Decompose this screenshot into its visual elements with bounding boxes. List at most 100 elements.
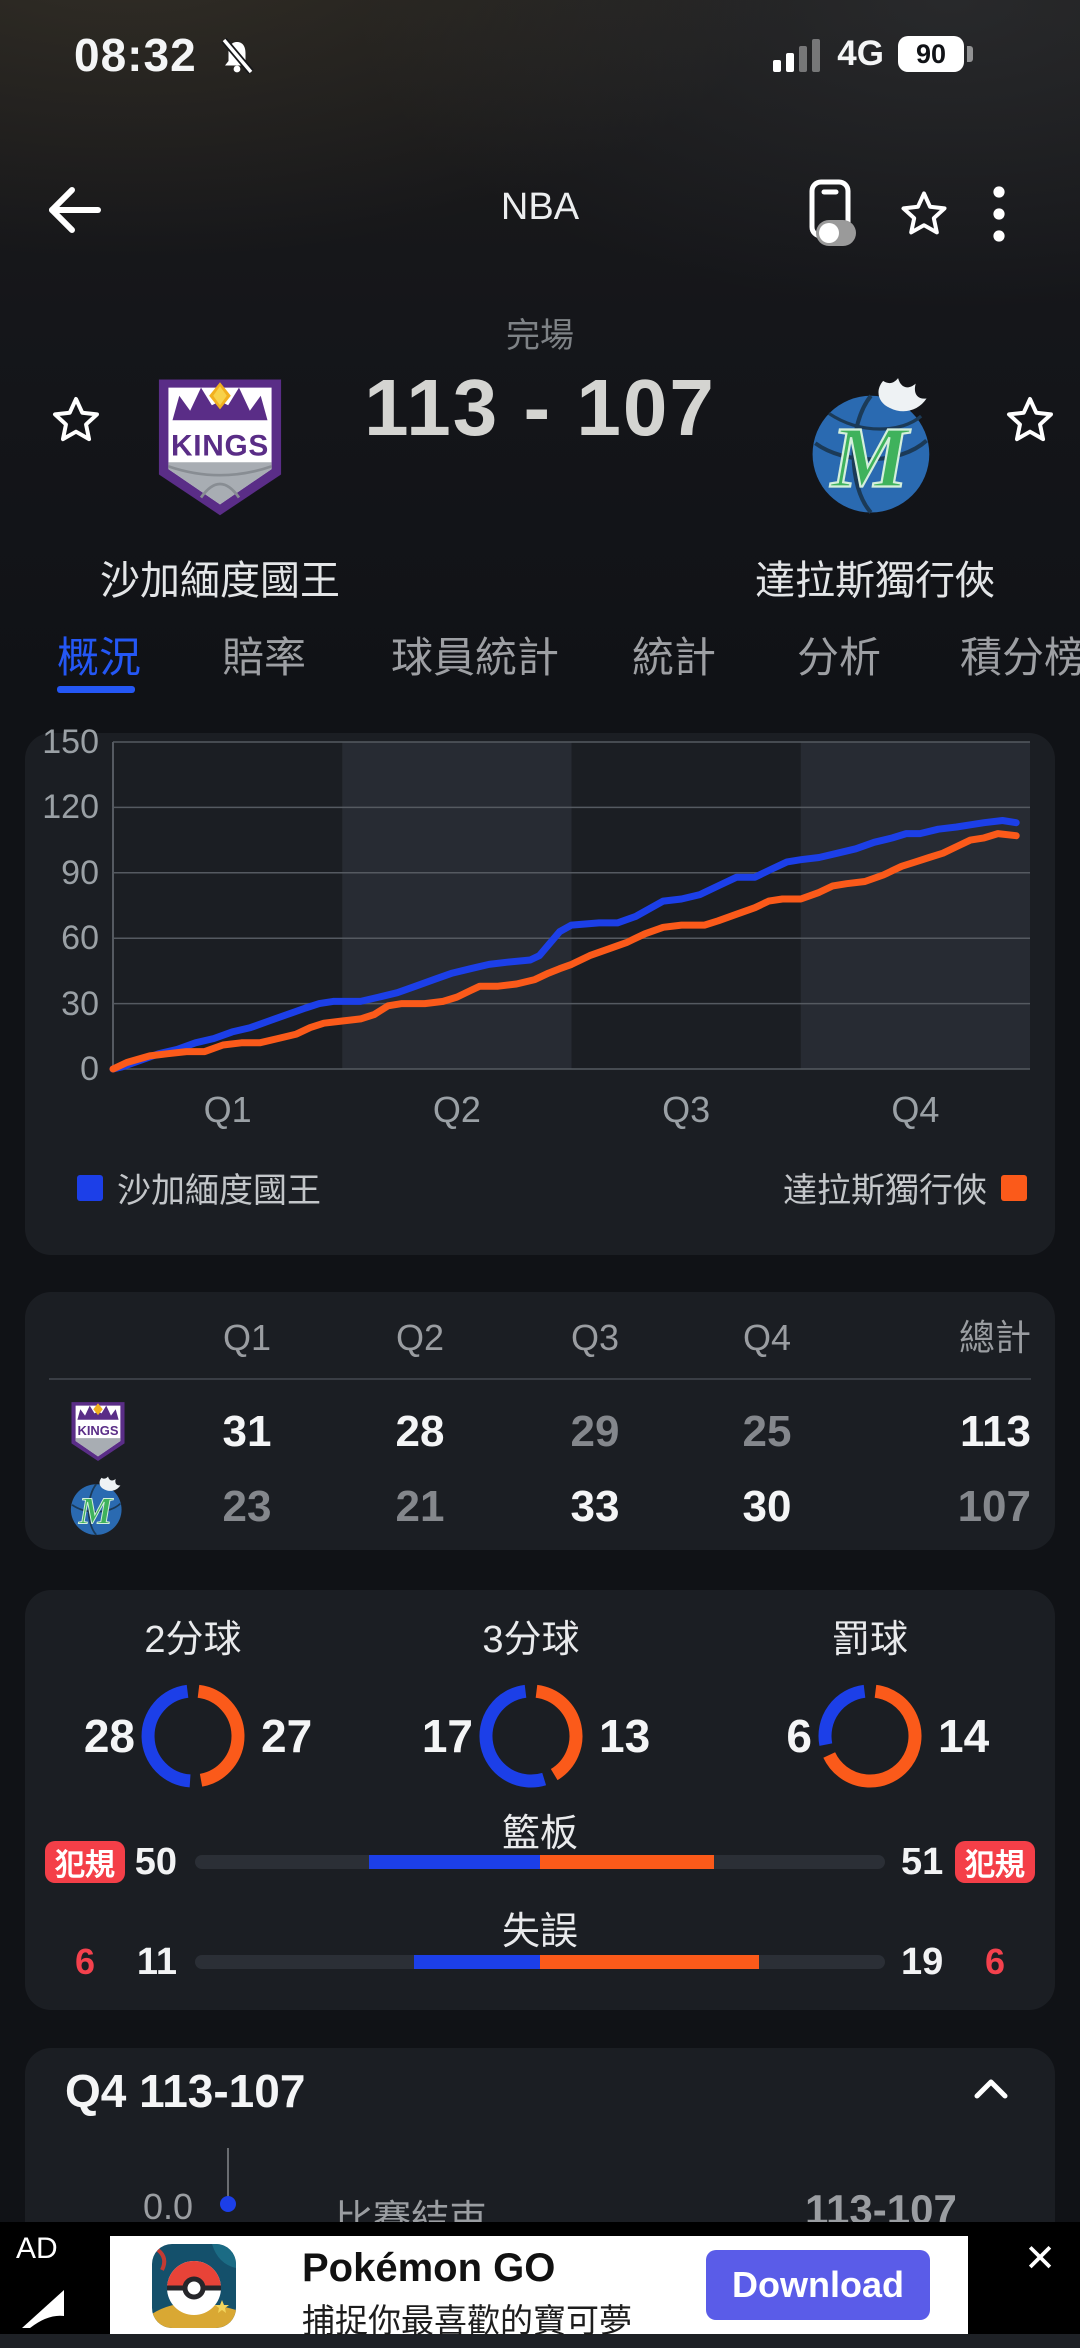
away-rebounds: 51 xyxy=(901,1841,944,1883)
stat-3pt-away: 13 xyxy=(599,1710,651,1762)
col-q4: Q4 xyxy=(742,1317,792,1358)
y-tick-90: 90 xyxy=(61,853,99,892)
final-score: 113 - 107 xyxy=(364,363,716,452)
svg-text:KINGS: KINGS xyxy=(171,430,269,463)
mute-bell-icon xyxy=(221,37,255,75)
away-team-name: 達拉斯獨行俠 xyxy=(755,559,995,603)
rebounds-label: 籃板 xyxy=(501,1813,578,1855)
legend-away: 達拉斯獨行俠 xyxy=(783,1163,1027,1212)
score-trend-card: 150 120 90 60 30 0 Q1 Q2 Q3 Q4 沙加緬度國王 達拉斯獨行俠 xyxy=(25,723,1055,1255)
tab-odds[interactable]: 賠率 xyxy=(222,634,307,681)
legend-home: 沙加緬度國王 xyxy=(77,1163,321,1212)
ad-bottom-strip xyxy=(0,2334,1080,2348)
home-q4: 25 xyxy=(742,1407,792,1456)
adchoices-icon[interactable] xyxy=(18,2288,76,2330)
away-total: 107 xyxy=(957,1482,1031,1531)
home-favorite-star-icon[interactable] xyxy=(48,392,104,448)
favorite-star-icon[interactable] xyxy=(896,186,952,242)
home-team-name: 沙加緬度國王 xyxy=(100,559,340,603)
live-activity-phone-icon[interactable] xyxy=(804,176,856,252)
col-q1: Q1 xyxy=(222,1317,272,1358)
y-tick-120: 120 xyxy=(42,788,99,827)
download-button[interactable]: Download xyxy=(706,2250,930,2320)
score-trend-chart xyxy=(109,741,1030,1073)
stat-2pt-away: 27 xyxy=(261,1710,313,1762)
status-bar-time: 08:32 xyxy=(74,28,256,82)
stat-ft-home: 6 xyxy=(786,1710,812,1762)
stat-ft-away: 14 xyxy=(938,1710,990,1762)
rebounds-away-segment xyxy=(540,1855,715,1869)
away-favorite-star-icon[interactable] xyxy=(1002,392,1058,448)
tab-player-stats[interactable]: 球員統計 xyxy=(391,634,560,681)
away-legend-label: 達拉斯獨行俠 xyxy=(783,1172,987,1210)
ad-tagline: 捕捉你最喜歡的寶可夢 xyxy=(302,2302,632,2339)
home-fouls-count: 6 xyxy=(74,1941,96,1982)
stat-3pt-label: 3分球 xyxy=(482,1619,580,1661)
away-team-logo: M xyxy=(812,378,930,514)
home-rebounds: 50 xyxy=(134,1841,177,1883)
quarter-scores-card: Q1 Q2 Q3 Q4 總計 KINGS 31 28 29 25 113 M 2… xyxy=(25,1292,1055,1550)
home-team-row-logo: KINGS xyxy=(71,1402,125,1462)
stat-ft-donut xyxy=(818,1684,922,1788)
svg-text:KINGS: KINGS xyxy=(77,1423,118,1438)
ad-content-panel[interactable]: Pokémon GO 捕捉你最喜歡的寶可夢 Download xyxy=(110,2236,968,2339)
back-icon[interactable] xyxy=(42,182,106,238)
network-type: 4G xyxy=(837,34,884,73)
x-tick-Q1: Q1 xyxy=(203,1089,252,1130)
more-menu-icon[interactable] xyxy=(992,185,1006,243)
away-q1: 23 xyxy=(222,1482,272,1531)
active-tab-indicator xyxy=(57,686,135,693)
y-tick-30: 30 xyxy=(61,984,99,1023)
home-total: 113 xyxy=(960,1407,1031,1456)
rebounds-bar xyxy=(195,1855,885,1869)
pokemon-go-app-icon[interactable] xyxy=(152,2244,236,2328)
ad-close-icon[interactable]: ✕ xyxy=(1024,2237,1056,2280)
tab-bar: 概況 賠率 球員統計 統計 分析 積分榜 xyxy=(0,612,1080,700)
battery-percent: 90 xyxy=(915,38,947,69)
x-tick-Q2: Q2 xyxy=(432,1089,481,1130)
table-divider xyxy=(49,1378,1031,1380)
tab-stats[interactable]: 統計 xyxy=(632,634,717,681)
x-tick-Q3: Q3 xyxy=(662,1089,711,1130)
nav-bar: NBA xyxy=(0,168,1080,260)
stat-2pt-home: 28 xyxy=(83,1710,135,1762)
stat-2pt-donut xyxy=(141,1684,245,1788)
battery-icon: 90 xyxy=(898,36,973,72)
home-q1: 31 xyxy=(222,1407,272,1456)
match-status: 完場 xyxy=(506,317,574,355)
away-team-row-logo: M xyxy=(70,1476,122,1536)
turnovers-away-segment xyxy=(540,1955,759,1969)
away-fouls-badge: 犯規 xyxy=(955,1841,1035,1883)
svg-text:M: M xyxy=(829,410,911,506)
away-fouls-count: 6 xyxy=(984,1941,1006,1982)
ad-app-name: Pokémon GO xyxy=(302,2246,556,2290)
event-time: 0.0 xyxy=(143,2186,194,2227)
y-tick-0: 0 xyxy=(80,1050,99,1088)
collapse-chevron-icon[interactable] xyxy=(967,2070,1015,2110)
away-q3: 33 xyxy=(570,1482,620,1531)
stat-3pt-home: 17 xyxy=(421,1710,473,1762)
status-bar-right: 4G 90 xyxy=(771,34,973,74)
ad-banner: AD Pokémon GO 捕捉你最喜歡的寶可夢 Download ✕ xyxy=(0,2222,1080,2348)
team-stats-card: 2分球 3分球 罰球 28 27 17 13 6 14 籃板 犯規 50 51 … xyxy=(25,1590,1055,2010)
svg-text:M: M xyxy=(78,1491,114,1533)
away-q2: 21 xyxy=(395,1482,445,1531)
tab-analysis[interactable]: 分析 xyxy=(797,634,882,681)
home-q3: 29 xyxy=(570,1407,620,1456)
rebounds-home-segment xyxy=(369,1855,540,1869)
timeline-line xyxy=(227,2148,229,2200)
y-tick-60: 60 xyxy=(61,919,99,958)
home-team-logo: KINGS xyxy=(158,379,282,516)
page-title: NBA xyxy=(500,186,580,228)
tab-standings[interactable]: 積分榜 xyxy=(960,634,1080,681)
match-header: 08:32 4G 90 xyxy=(0,0,1080,700)
col-q2: Q2 xyxy=(395,1317,445,1358)
away-turnovers: 19 xyxy=(901,1941,944,1983)
away-legend-swatch xyxy=(1001,1174,1027,1201)
stat-2pt-label: 2分球 xyxy=(144,1619,242,1661)
tab-overview[interactable]: 概況 xyxy=(57,634,142,681)
clock-text: 08:32 xyxy=(74,29,197,81)
home-legend-label: 沙加緬度國王 xyxy=(117,1172,321,1210)
home-fouls-badge: 犯規 xyxy=(45,1841,125,1883)
